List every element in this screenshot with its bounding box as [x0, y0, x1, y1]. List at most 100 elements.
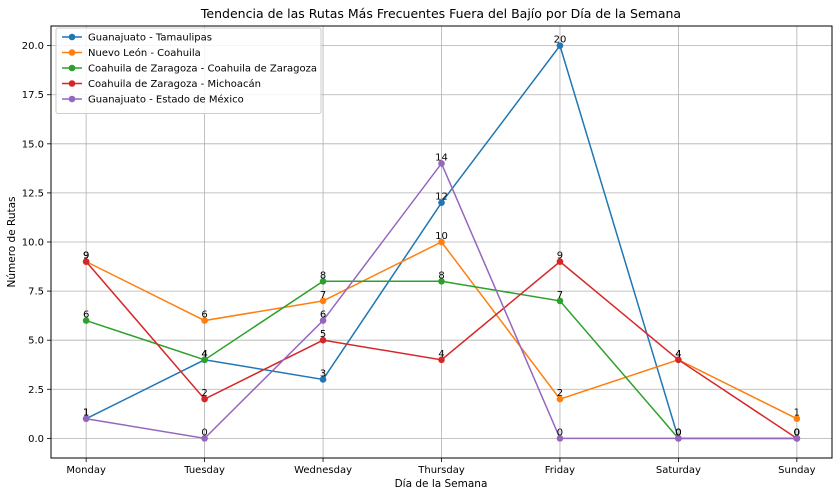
data-point	[201, 317, 208, 324]
data-label: 9	[557, 251, 563, 262]
data-point	[438, 277, 445, 285]
legend-item: Guanajuato - Tamaulipas	[62, 33, 212, 44]
legend: Guanajuato - Tamaulipas Nuevo León - Coah…	[55, 27, 322, 114]
x-tick-label: Monday	[66, 465, 106, 476]
y-tick-label: 20.0	[22, 41, 44, 52]
data-point	[556, 258, 564, 265]
data-label: 4	[201, 349, 207, 360]
data-point	[319, 277, 327, 285]
y-tick-label: 2.5	[28, 385, 44, 396]
data-label: 6	[201, 310, 207, 321]
y-tick-label: 10.0	[22, 238, 44, 249]
legend-box	[55, 27, 322, 114]
data-point	[201, 435, 208, 442]
data-point	[438, 199, 445, 207]
data-label: 4	[201, 349, 207, 360]
legend-marker	[68, 95, 76, 103]
series-layer	[82, 42, 801, 442]
y-tick-label: 0.0	[28, 434, 44, 445]
legend-item: Nuevo León - Coahuila	[62, 47, 201, 59]
data-point	[319, 336, 327, 344]
data-point	[438, 238, 445, 246]
data-label: 1	[83, 408, 89, 419]
data-point	[556, 297, 564, 305]
legend-marker	[68, 33, 76, 41]
data-label: 8	[438, 270, 444, 281]
legend-label: Coahuila de Zaragoza - Michoacán	[88, 78, 261, 90]
data-label: 4	[438, 349, 444, 360]
series-4	[82, 258, 801, 442]
legend-label: Guanajuato - Tamaulipas	[88, 33, 212, 44]
data-label: 6	[320, 310, 326, 321]
x-axis-label: Día de la Semana	[395, 478, 488, 490]
data-point	[793, 415, 801, 423]
data-point	[556, 435, 564, 442]
legend-marker	[68, 80, 76, 87]
data-label: 0	[675, 427, 681, 438]
data-label: 1	[83, 408, 89, 419]
data-point	[556, 395, 564, 403]
x-tick-label: Thursday	[417, 465, 465, 476]
data-label: 7	[557, 290, 563, 301]
y-tick-label: 5.0	[28, 336, 44, 347]
data-point	[82, 258, 90, 265]
data-label: 8	[320, 270, 326, 281]
data-label: 10	[435, 231, 448, 242]
data-label: 7	[320, 290, 326, 301]
data-point	[319, 376, 327, 383]
data-label: 5	[320, 329, 326, 340]
legend-label: Nuevo León - Coahuila	[88, 47, 201, 59]
data-point	[556, 42, 564, 49]
y-axis: 0.0 2.5 5.0 7.5 10.0 12.5 15.0 17.5 20.0	[22, 41, 51, 445]
data-label: 14	[435, 152, 448, 163]
data-label: 0	[794, 427, 800, 438]
data-point	[319, 297, 327, 305]
data-label: 12	[435, 192, 448, 203]
data-label: 0	[675, 427, 681, 438]
legend-item: Coahuila de Zaragoza - Michoacán	[62, 78, 261, 90]
plot-frame	[50, 25, 833, 459]
y-tick-label: 7.5	[28, 287, 44, 298]
data-label: 9	[83, 251, 89, 262]
x-tick-label: Tuesday	[183, 465, 225, 476]
y-tick-label: 17.5	[22, 90, 44, 101]
x-tick-label: Friday	[545, 465, 575, 476]
legend-item: Guanajuato - Estado de México	[62, 94, 244, 106]
x-axis: Monday Tuesday Wednesday Thursday Friday Satu…	[66, 458, 816, 476]
data-label: 4	[675, 349, 681, 360]
data-point	[319, 317, 327, 324]
data-label: 2	[201, 388, 207, 399]
legend-label: Coahuila de Zaragoza - Coahuila de Zarag…	[88, 64, 317, 75]
series-5	[82, 160, 801, 442]
data-label: 9	[83, 251, 89, 262]
data-point	[675, 356, 682, 364]
data-point	[82, 415, 90, 423]
legend-marker	[68, 64, 76, 72]
legend-label: Guanajuato - Estado de México	[88, 94, 244, 106]
data-label: 6	[83, 310, 89, 321]
legend-marker	[68, 49, 76, 56]
y-axis-label: Número de Rutas	[6, 196, 18, 287]
legend-item: Coahuila de Zaragoza - Coahuila de Zarag…	[62, 64, 317, 75]
chart-title: Tendencia de las Rutas Más Frecuentes Fu…	[200, 6, 681, 21]
data-label: 20	[554, 35, 567, 46]
data-label: 0	[675, 427, 681, 438]
data-point	[793, 435, 801, 442]
data-point	[438, 160, 445, 167]
data-label: 2	[557, 388, 563, 399]
data-point	[201, 395, 208, 403]
data-label: 4	[675, 349, 681, 360]
data-label: 0	[794, 427, 800, 438]
x-tick-label: Wednesday	[294, 465, 352, 476]
y-tick-label: 15.0	[22, 139, 44, 150]
data-label: 0	[201, 427, 207, 438]
data-label: 0	[794, 427, 800, 438]
data-point	[201, 356, 208, 364]
data-label: 3	[320, 368, 326, 379]
x-tick-label: Saturday	[656, 465, 701, 476]
data-label: 1	[794, 408, 800, 419]
data-point	[82, 317, 90, 324]
